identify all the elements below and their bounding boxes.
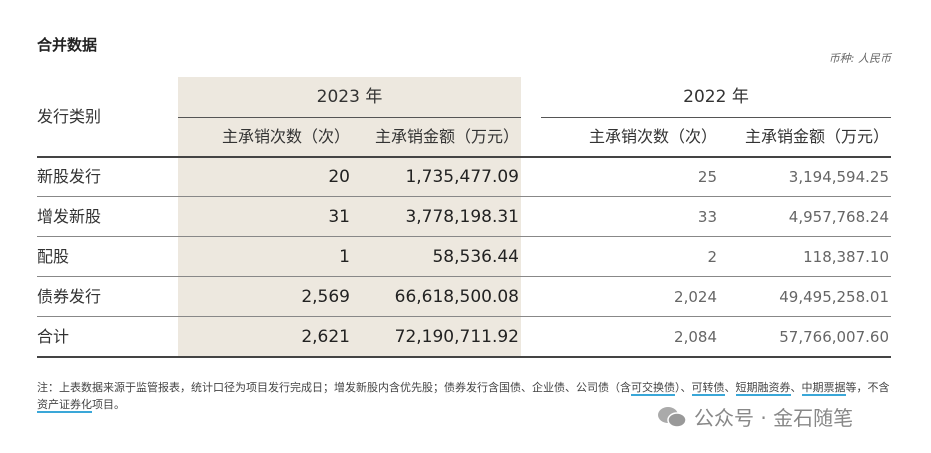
cell-value: 72,190,711.92 xyxy=(394,327,519,347)
row-label: 配股 xyxy=(37,247,70,266)
cell-value: 49,495,258.01 xyxy=(779,288,889,306)
cell-value: 1 xyxy=(339,247,350,267)
row-label: 合计 xyxy=(37,327,70,346)
note: 注：上表数据来源于监管报表，统计口径为项目发行完成日；增发新股内含优先股；债券发… xyxy=(37,379,897,413)
row-rule xyxy=(37,316,891,317)
row-label: 增发新股 xyxy=(37,207,102,226)
cell-value: 57,766,007.60 xyxy=(779,328,889,346)
cell-value: 3,194,594.25 xyxy=(788,168,889,186)
highlight-band xyxy=(178,77,521,357)
cell-value: 2,569 xyxy=(301,287,350,307)
watermark: 公众号 · 金石随笔 xyxy=(656,402,853,431)
cell-value: 2,621 xyxy=(301,327,350,347)
cell-value: 118,387.10 xyxy=(803,248,889,266)
row-rule xyxy=(37,276,891,277)
row-label: 新股发行 xyxy=(37,167,102,186)
cell-value: 33 xyxy=(697,208,717,226)
currency: 币种: 人民币 xyxy=(828,52,891,65)
note-link[interactable]: 可交换债 xyxy=(631,381,675,396)
note-text: 等，不含 xyxy=(845,381,890,394)
header-column: 主承销次数（次） xyxy=(221,127,350,146)
cell-value: 4,957,768.24 xyxy=(788,208,889,226)
cell-value: 25 xyxy=(697,168,717,186)
header-bottom-rule xyxy=(37,156,891,158)
row-rule xyxy=(37,196,891,197)
row-rule xyxy=(37,356,891,358)
note-text: 项目。 xyxy=(92,398,125,411)
note-text: 、 xyxy=(790,381,802,394)
cell-value: 1,735,477.09 xyxy=(405,167,519,187)
cell-value: 2 xyxy=(707,248,717,266)
wechat-icon xyxy=(658,406,687,428)
cell-value: 31 xyxy=(328,207,350,227)
title: 合并数据 xyxy=(37,36,98,54)
row-rule xyxy=(37,236,891,237)
cell-value: 2,024 xyxy=(674,288,717,306)
row-label: 债券发行 xyxy=(37,287,102,306)
cell-value: 66,618,500.08 xyxy=(394,287,519,307)
header-rule xyxy=(541,117,891,118)
header-rule xyxy=(178,117,521,118)
header-category: 发行类别 xyxy=(37,107,102,126)
header-column: 主承销金额（万元） xyxy=(744,127,889,146)
cell-value: 2,084 xyxy=(674,328,717,346)
note-link[interactable]: 可转债 xyxy=(691,381,725,396)
header-group: 2022 年 xyxy=(683,87,749,107)
header-column: 主承销金额（万元） xyxy=(374,127,519,146)
header-column: 主承销次数（次） xyxy=(588,127,717,146)
note-link[interactable]: 中期票据 xyxy=(801,381,846,396)
note-text: ）、 xyxy=(675,381,692,394)
cell-value: 20 xyxy=(328,167,350,187)
watermark-text: 公众号 · 金石随笔 xyxy=(694,406,854,430)
cell-value: 58,536.44 xyxy=(432,247,519,267)
note-text: 注：上表数据来源于监管报表，统计口径为项目发行完成日；增发新股内含优先股；债券发… xyxy=(37,381,631,394)
cell-value: 3,778,198.31 xyxy=(405,207,519,227)
note-link[interactable]: 短期融资券 xyxy=(735,381,791,396)
note-link[interactable]: 资产证券化 xyxy=(37,398,92,413)
header-group: 2023 年 xyxy=(316,87,383,107)
note-text: 、 xyxy=(724,381,736,394)
